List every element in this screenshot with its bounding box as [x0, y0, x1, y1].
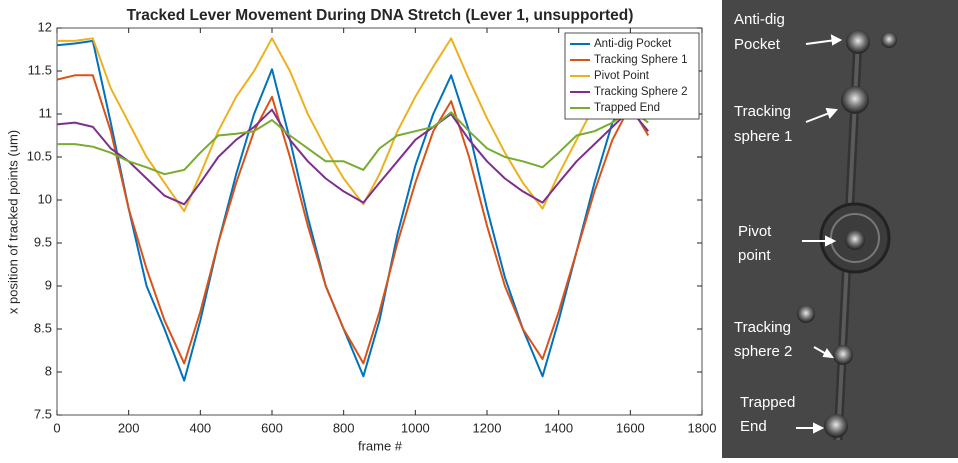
x-tick-label: 400	[189, 420, 211, 435]
trapped-bead	[824, 414, 848, 438]
image-label: Anti-dig	[734, 11, 785, 28]
x-tick-label: 600	[261, 420, 283, 435]
y-tick-label: 11.5	[28, 62, 52, 77]
x-tick-label: 0	[53, 420, 60, 435]
pivot-ring-inner	[830, 213, 880, 263]
legend-label: Anti-dig Pocket	[594, 38, 672, 50]
y-tick-label: 7.5	[34, 406, 52, 421]
y-axis-label: x position of tracked points (um)	[5, 130, 20, 314]
y-tick-label: 11	[39, 105, 53, 120]
y-tick-label: 9	[45, 277, 52, 292]
image-label: Pocket	[734, 36, 781, 53]
tracking-bead-1	[841, 86, 869, 114]
legend-label: Tracking Sphere 2	[594, 86, 688, 98]
image-label: Tracking	[734, 103, 791, 120]
x-tick-label: 1600	[616, 420, 645, 435]
microscope-image: Anti-dig Pocket Tracking sphere 1 Pivot …	[722, 0, 958, 458]
x-tick-label: 1400	[544, 420, 573, 435]
image-label: End	[740, 418, 767, 435]
arrows	[796, 34, 843, 434]
legend-label: Pivot Point	[594, 70, 650, 82]
anti-dig-bead	[846, 30, 870, 54]
x-axis-label: frame #	[358, 438, 403, 453]
x-tick-label: 1000	[401, 420, 430, 435]
legend-label: Tracking Sphere 1	[594, 54, 688, 66]
series-line	[56, 108, 650, 206]
x-tick-label: 800	[333, 420, 355, 435]
image-label: Tracking	[734, 319, 791, 336]
x-tick-label: 200	[118, 420, 140, 435]
series-line	[57, 108, 649, 176]
pivot-bead	[845, 230, 865, 250]
stray-bead	[797, 305, 815, 323]
tracking-bead-2	[833, 345, 853, 365]
image-label: sphere 1	[734, 128, 792, 145]
x-tick-label: 1800	[688, 420, 717, 435]
x-tick-label: 1200	[473, 420, 502, 435]
legend-label: Trapped End	[594, 102, 660, 114]
legend: Anti-dig Pocket Tracking Sphere 1 Pivot Po…	[564, 32, 700, 120]
y-tick-label: 12	[38, 19, 52, 34]
y-tick-label: 10.5	[27, 148, 52, 163]
image-label: Pivot	[738, 223, 772, 240]
series-line	[56, 74, 650, 365]
image-label: point	[738, 247, 771, 264]
y-tick-label: 9.5	[34, 234, 52, 249]
y-tick-label: 10	[38, 191, 52, 206]
image-label: Trapped	[740, 394, 795, 411]
y-tick-label: 8	[45, 363, 52, 378]
chart-title: Tracked Lever Movement During DNA Stretc…	[127, 7, 634, 24]
stray-bead	[881, 32, 897, 48]
y-tick-label: 8.5	[34, 320, 52, 335]
image-label: sphere 2	[734, 343, 792, 360]
series-line	[56, 39, 649, 382]
